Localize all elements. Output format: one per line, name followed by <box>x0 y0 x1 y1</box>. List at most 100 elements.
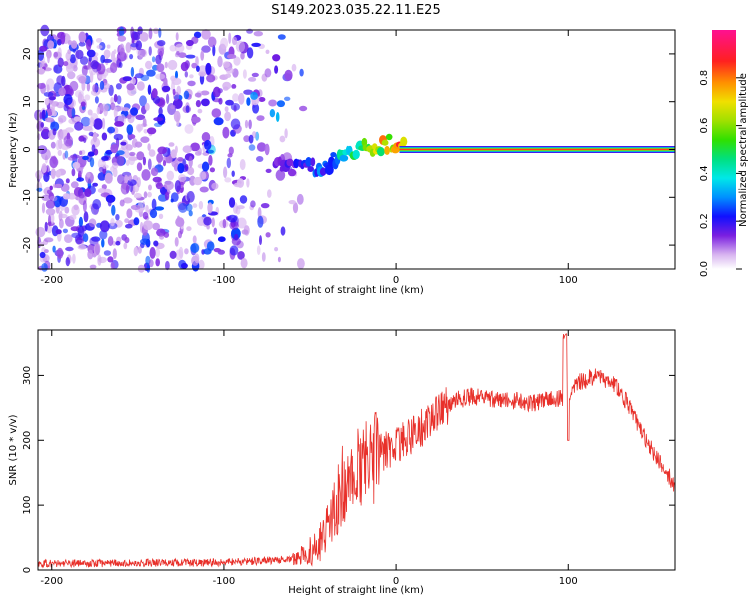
spectrogram-cell <box>133 217 140 226</box>
spectrogram-cell <box>56 75 64 86</box>
spectrogram-cell <box>196 65 200 72</box>
spectrogram-cell <box>92 84 98 93</box>
spectrogram-cell <box>236 178 244 188</box>
spectrogram-cell <box>184 124 194 134</box>
spectrogram-cell <box>72 161 81 169</box>
ridge-blob <box>324 164 334 176</box>
spectrogram-cell <box>178 174 187 182</box>
spectrogram-cell <box>275 112 280 122</box>
spectrogram-cell <box>258 97 266 102</box>
spectrogram-cell <box>162 160 167 167</box>
spectrogram-cell <box>225 99 234 106</box>
spectrogram-cell <box>186 226 192 232</box>
spectrogram-cell <box>207 202 213 214</box>
spectrogram-cell <box>40 128 51 140</box>
spectrogram-cell <box>204 139 212 151</box>
spectrogram-cell <box>239 195 248 204</box>
spectrogram-cell <box>151 88 158 99</box>
y-tick-label: 100 <box>22 496 33 515</box>
spectrogram-cell <box>104 172 113 184</box>
spectrogram-cell <box>47 51 50 64</box>
spectrogram-cell <box>80 116 91 127</box>
spectrogram-cell <box>201 29 211 40</box>
spectrogram-cell <box>243 135 251 143</box>
spectrogram-cell <box>133 192 142 199</box>
ridge-blob <box>352 149 360 160</box>
spectrogram-cell <box>97 63 106 75</box>
spectrogram-cell <box>158 213 164 219</box>
figure-title: S149.2023.035.22.11.E25 <box>271 3 440 18</box>
spectrogram-cell <box>120 182 130 195</box>
spectrogram-cell <box>117 35 127 42</box>
y-tick-label: -20 <box>22 237 33 253</box>
snr-x-ticks: -200 -100 0 100 <box>40 330 578 587</box>
ridge-blob <box>310 157 316 167</box>
spectrogram-cell <box>129 54 134 60</box>
spectrogram-cell <box>241 229 249 235</box>
spectrogram-cell <box>233 233 239 241</box>
spectrogram-cell <box>58 87 66 97</box>
spectrogram-cell <box>239 159 246 171</box>
x-tick-label: -200 <box>40 275 63 286</box>
spectrogram-cell <box>83 211 89 223</box>
spectrogram-cell <box>230 103 240 111</box>
colorbar-tick-label: 0.8 <box>699 70 710 86</box>
y-tick-label: 20 <box>22 48 33 61</box>
spectrogram-cell <box>224 111 232 122</box>
spectrogram-cell <box>174 237 179 247</box>
spectrogram-cell <box>170 192 179 203</box>
ridge-blob <box>319 167 327 176</box>
spectrogram-cell <box>126 114 132 120</box>
spectrogram-cell <box>158 27 162 38</box>
spectrogram-cell <box>248 134 254 144</box>
y-tick-label: 10 <box>22 95 33 108</box>
spectrogram-cell <box>107 197 112 207</box>
spectrogram-cell <box>213 227 218 235</box>
spectrogram-cell <box>151 198 157 211</box>
spectrogram-cell <box>50 168 56 180</box>
colorbar: 0.0 0.2 0.4 0.6 0.8 Normalized spectral ampl… <box>699 30 749 277</box>
spectrogram-cell <box>99 229 108 240</box>
spectrogram-cell <box>57 129 64 140</box>
spectrogram-cell <box>169 250 177 259</box>
spectrogram-cell <box>89 264 97 269</box>
spectrogram-cell <box>229 245 239 256</box>
spectrogram-cell <box>164 191 170 201</box>
spectrogram-cell <box>86 171 91 178</box>
spectrogram-cell <box>137 246 142 254</box>
spectrogram-cell <box>268 99 277 107</box>
spectrogram-cell <box>50 213 55 224</box>
spectrogram-cell <box>110 97 114 104</box>
spectrogram-cell <box>185 203 193 212</box>
spectrogram-cell <box>120 141 127 146</box>
spectrogram-cell <box>86 49 96 58</box>
spectrogram-cell <box>119 47 125 58</box>
spectrogram-cell <box>211 182 219 190</box>
spectrogram-cell <box>124 237 130 244</box>
spectrogram-cell <box>107 126 116 134</box>
spectrogram-cell <box>178 202 188 213</box>
spectrogram-cell <box>161 85 171 93</box>
spectrogram-cell <box>153 27 159 34</box>
spectrogram-cell <box>199 171 207 181</box>
spectrogram-cell <box>148 184 152 191</box>
spectrogram-cell <box>157 40 166 47</box>
spectrogram-cell <box>122 197 133 204</box>
colorbar-ticks: 0.0 0.2 0.4 0.6 0.8 <box>699 70 742 277</box>
spectrogram-cell <box>107 236 114 246</box>
spectrogram-cell <box>185 105 190 113</box>
spectrogram-cell <box>92 182 98 187</box>
x-tick-label: 0 <box>393 576 399 587</box>
spectrogram-cell <box>143 191 148 199</box>
spectrogram-cell <box>78 135 85 142</box>
spectrogram-cell <box>205 62 212 75</box>
spectrogram-cell <box>75 49 84 60</box>
ridge-blob <box>400 136 408 147</box>
spectrogram-cell <box>233 56 241 66</box>
spectrogram-cell <box>114 121 125 127</box>
spectrogram-cell <box>44 221 48 232</box>
spectrogram-cell <box>95 243 101 255</box>
spectrogram-cell <box>242 69 247 79</box>
spectrogram-cells <box>34 24 308 273</box>
spectrogram-cell <box>37 49 45 61</box>
